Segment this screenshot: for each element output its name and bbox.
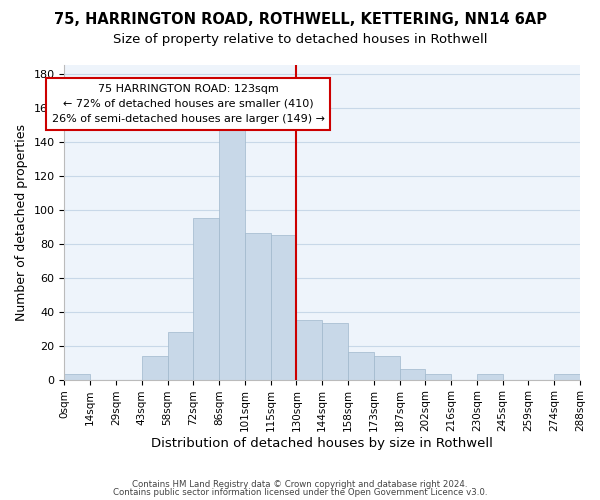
Bar — [296, 320, 322, 380]
Bar — [348, 352, 374, 380]
Text: 75 HARRINGTON ROAD: 123sqm
← 72% of detached houses are smaller (410)
26% of sem: 75 HARRINGTON ROAD: 123sqm ← 72% of deta… — [52, 84, 325, 124]
Bar — [322, 324, 348, 380]
Bar — [142, 356, 167, 380]
X-axis label: Distribution of detached houses by size in Rothwell: Distribution of detached houses by size … — [151, 437, 493, 450]
Text: Size of property relative to detached houses in Rothwell: Size of property relative to detached ho… — [113, 32, 487, 46]
Bar — [425, 374, 451, 380]
Bar — [167, 332, 193, 380]
Text: 75, HARRINGTON ROAD, ROTHWELL, KETTERING, NN14 6AP: 75, HARRINGTON ROAD, ROTHWELL, KETTERING… — [53, 12, 547, 28]
Bar — [554, 374, 580, 380]
Y-axis label: Number of detached properties: Number of detached properties — [15, 124, 28, 321]
Bar — [477, 374, 503, 380]
Bar — [374, 356, 400, 380]
Bar — [400, 370, 425, 380]
Bar — [245, 234, 271, 380]
Bar — [193, 218, 219, 380]
Text: Contains public sector information licensed under the Open Government Licence v3: Contains public sector information licen… — [113, 488, 487, 497]
Bar — [219, 130, 245, 380]
Text: Contains HM Land Registry data © Crown copyright and database right 2024.: Contains HM Land Registry data © Crown c… — [132, 480, 468, 489]
Bar — [271, 235, 296, 380]
Bar — [64, 374, 90, 380]
